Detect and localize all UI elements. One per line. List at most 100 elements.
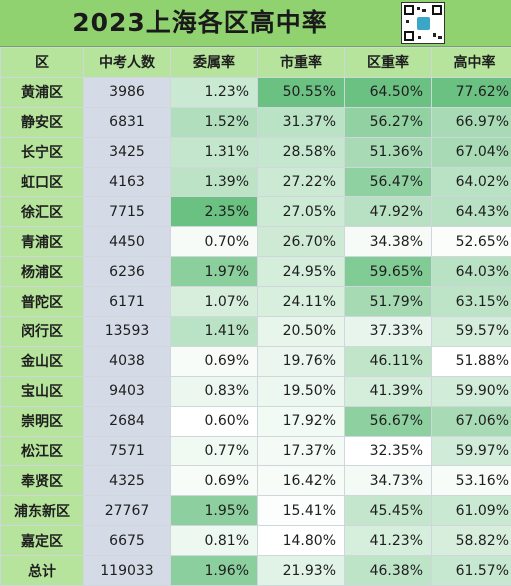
column-header: 中考人数 xyxy=(84,48,171,78)
rate-cell: 64.50% xyxy=(345,77,432,107)
rate-cell: 58.82% xyxy=(432,526,511,556)
rate-cell: 24.11% xyxy=(258,287,345,317)
rate-cell: 27.22% xyxy=(258,167,345,197)
district-cell: 青浦区 xyxy=(1,227,84,257)
rate-cell: 0.83% xyxy=(171,376,258,406)
rate-cell: 66.97% xyxy=(432,107,511,137)
rate-cell: 0.77% xyxy=(171,436,258,466)
rate-cell: 37.33% xyxy=(345,317,432,347)
rate-cell: 1.97% xyxy=(171,257,258,287)
rate-cell: 59.90% xyxy=(432,376,511,406)
rate-cell: 41.39% xyxy=(345,376,432,406)
rate-cell: 1.52% xyxy=(171,107,258,137)
column-header: 委属率 xyxy=(171,48,258,78)
rate-cell: 2.35% xyxy=(171,197,258,227)
rate-cell: 59.97% xyxy=(432,436,511,466)
district-cell: 嘉定区 xyxy=(1,526,84,556)
rate-cell: 64.03% xyxy=(432,257,511,287)
rate-cell: 26.70% xyxy=(258,227,345,257)
rate-cell: 52.65% xyxy=(432,227,511,257)
exam-count-cell: 6675 xyxy=(84,526,171,556)
rate-cell: 28.58% xyxy=(258,137,345,167)
district-cell: 宝山区 xyxy=(1,376,84,406)
rate-cell: 50.55% xyxy=(258,77,345,107)
rate-cell: 0.60% xyxy=(171,406,258,436)
rate-cell: 46.38% xyxy=(345,556,432,586)
rate-cell: 34.73% xyxy=(345,466,432,496)
exam-count-cell: 9403 xyxy=(84,376,171,406)
exam-count-cell: 119033 xyxy=(84,556,171,586)
column-header: 市重率 xyxy=(258,48,345,78)
rate-cell: 1.96% xyxy=(171,556,258,586)
rate-cell: 45.45% xyxy=(345,496,432,526)
exam-count-cell: 4038 xyxy=(84,346,171,376)
rate-cell: 16.42% xyxy=(258,466,345,496)
rate-cell: 56.67% xyxy=(345,406,432,436)
exam-count-cell: 7715 xyxy=(84,197,171,227)
district-cell: 静安区 xyxy=(1,107,84,137)
title-bar: 2023上海各区高中率 xyxy=(0,0,511,47)
rate-cell: 21.93% xyxy=(258,556,345,586)
rate-cell: 15.41% xyxy=(258,496,345,526)
rate-cell: 56.27% xyxy=(345,107,432,137)
district-cell: 松江区 xyxy=(1,436,84,466)
rate-cell: 17.92% xyxy=(258,406,345,436)
exam-count-cell: 4450 xyxy=(84,227,171,257)
rate-cell: 61.09% xyxy=(432,496,511,526)
exam-count-cell: 2684 xyxy=(84,406,171,436)
district-cell: 浦东新区 xyxy=(1,496,84,526)
rate-cell: 17.37% xyxy=(258,436,345,466)
column-header: 高中率 xyxy=(432,48,511,78)
rate-cell: 67.06% xyxy=(432,406,511,436)
rate-cell: 1.41% xyxy=(171,317,258,347)
rate-cell: 59.57% xyxy=(432,317,511,347)
rate-cell: 24.95% xyxy=(258,257,345,287)
rate-cell: 0.69% xyxy=(171,466,258,496)
exam-count-cell: 3986 xyxy=(84,77,171,107)
exam-count-cell: 6171 xyxy=(84,287,171,317)
rate-cell: 1.07% xyxy=(171,287,258,317)
rate-cell: 32.35% xyxy=(345,436,432,466)
rate-cell: 77.62% xyxy=(432,77,511,107)
district-cell: 长宁区 xyxy=(1,137,84,167)
rate-cell: 0.69% xyxy=(171,346,258,376)
rate-cell: 51.79% xyxy=(345,287,432,317)
district-cell: 杨浦区 xyxy=(1,257,84,287)
district-cell: 奉贤区 xyxy=(1,466,84,496)
district-cell: 闵行区 xyxy=(1,317,84,347)
exam-count-cell: 4163 xyxy=(84,167,171,197)
district-cell: 普陀区 xyxy=(1,287,84,317)
rate-cell: 61.57% xyxy=(432,556,511,586)
exam-count-cell: 3425 xyxy=(84,137,171,167)
rate-cell: 1.95% xyxy=(171,496,258,526)
column-header: 区 xyxy=(1,48,84,78)
rate-cell: 0.70% xyxy=(171,227,258,257)
rate-cell: 53.16% xyxy=(432,466,511,496)
rate-cell: 63.15% xyxy=(432,287,511,317)
rate-cell: 59.65% xyxy=(345,257,432,287)
rate-cell: 41.23% xyxy=(345,526,432,556)
exam-count-cell: 27767 xyxy=(84,496,171,526)
rate-cell: 64.43% xyxy=(432,197,511,227)
column-header: 区重率 xyxy=(345,48,432,78)
table-header-row: 区中考人数委属率市重率区重率高中率 xyxy=(1,48,511,78)
rate-cell: 19.50% xyxy=(258,376,345,406)
district-cell: 总计 xyxy=(1,556,84,586)
rate-cell: 31.37% xyxy=(258,107,345,137)
rate-cell: 19.76% xyxy=(258,346,345,376)
rate-cell: 14.80% xyxy=(258,526,345,556)
exam-count-cell: 4325 xyxy=(84,466,171,496)
